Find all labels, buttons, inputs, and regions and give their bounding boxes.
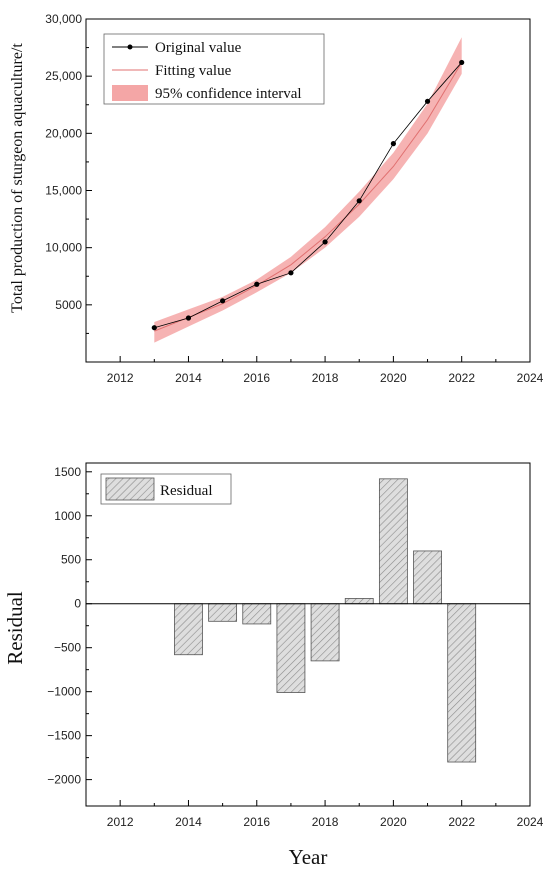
- original-point: [356, 198, 362, 204]
- bottom-x-tick-label: 2022: [448, 815, 475, 829]
- top-y-tick-label: 20,000: [45, 126, 82, 140]
- bottom-y-tick-label: 1000: [54, 509, 81, 523]
- bottom-x-tick-label: 2012: [107, 815, 134, 829]
- bottom-y-tick-label: −2000: [47, 773, 81, 787]
- residual-bar: [208, 603, 238, 622]
- bottom-y-tick-label: 0: [74, 597, 81, 611]
- bottom-legend: Residual: [100, 473, 232, 505]
- top-x-tick-label: 2020: [380, 371, 407, 385]
- residual-bar: [378, 478, 408, 605]
- legend-original-marker: [127, 44, 133, 50]
- top-y-tick-label: 25,000: [45, 69, 82, 83]
- original-point: [288, 270, 294, 276]
- bottom-x-tick-label: 2018: [312, 815, 339, 829]
- bottom-y-tick-label: −1500: [47, 729, 81, 743]
- top-x-tick-label: 2016: [243, 371, 270, 385]
- top-y-tick-label: 15,000: [45, 184, 82, 198]
- original-line: [154, 62, 462, 329]
- original-point: [220, 298, 226, 304]
- bottom-x-tick-label: 2024: [517, 815, 544, 829]
- residual-bar: [276, 603, 306, 693]
- top-legend: Original value Fitting value 95% confide…: [103, 33, 325, 105]
- residual-bar: [174, 603, 203, 656]
- bottom-x-tick-label: 2020: [380, 815, 407, 829]
- top-x-tick-label: 2014: [175, 371, 202, 385]
- residual-bar: [310, 603, 340, 662]
- legend-fitting-label: Fitting value: [155, 63, 232, 79]
- bottom-y-tick-label: −500: [54, 641, 81, 655]
- original-point: [390, 141, 396, 147]
- original-point: [459, 59, 465, 66]
- top-x-tick-label: 2012: [107, 371, 134, 385]
- original-point: [151, 325, 157, 331]
- original-point: [254, 281, 260, 287]
- top-y-tick-label: 5000: [55, 298, 82, 312]
- bottom-x-tick-label: 2016: [243, 815, 270, 829]
- bottom-y-axis-title: Residual: [3, 591, 27, 665]
- top-x-tick-label: 2024: [517, 371, 544, 385]
- residual-bar: [344, 598, 374, 605]
- residual-bar: [413, 550, 442, 605]
- residual-chart: 2012 2014 2016 2018 2020 2022 2024 −2000 −1500 −1…: [3, 462, 544, 869]
- top-y-tick-label: 30,000: [45, 12, 82, 26]
- bottom-x-axis-title: Year: [289, 845, 328, 869]
- top-x-tick-label: 2018: [312, 371, 339, 385]
- legend-original-label: Original value: [155, 40, 242, 56]
- top-y-axis-title: Total production of sturgeon aquaculture…: [9, 43, 26, 313]
- bottom-x-tick-label: 2014: [175, 815, 202, 829]
- top-x-tick-label: 2022: [448, 371, 475, 385]
- top-y-tick-label: 10,000: [45, 241, 82, 255]
- legend-band-label: 95% confidence interval: [155, 86, 302, 102]
- original-point: [424, 98, 431, 104]
- confidence-band: [154, 37, 462, 343]
- legend-band-swatch: [112, 85, 148, 101]
- fitting-line: [154, 62, 463, 332]
- residual-bar: [447, 603, 477, 763]
- legend-residual-swatch: [105, 477, 155, 501]
- production-chart: 2012 2014 2016 2018 2020 2022 2024 5000 10,000 15…: [9, 12, 544, 385]
- residual-bar: [242, 603, 272, 625]
- bottom-y-tick-label: 1500: [54, 465, 81, 479]
- bottom-y-tick-label: −1000: [47, 685, 81, 699]
- bottom-y-tick-label: 500: [61, 553, 81, 567]
- original-point: [322, 239, 328, 245]
- bottom-plot-frame: [85, 462, 531, 807]
- legend-residual-label: Residual: [160, 483, 213, 499]
- original-point: [185, 315, 192, 321]
